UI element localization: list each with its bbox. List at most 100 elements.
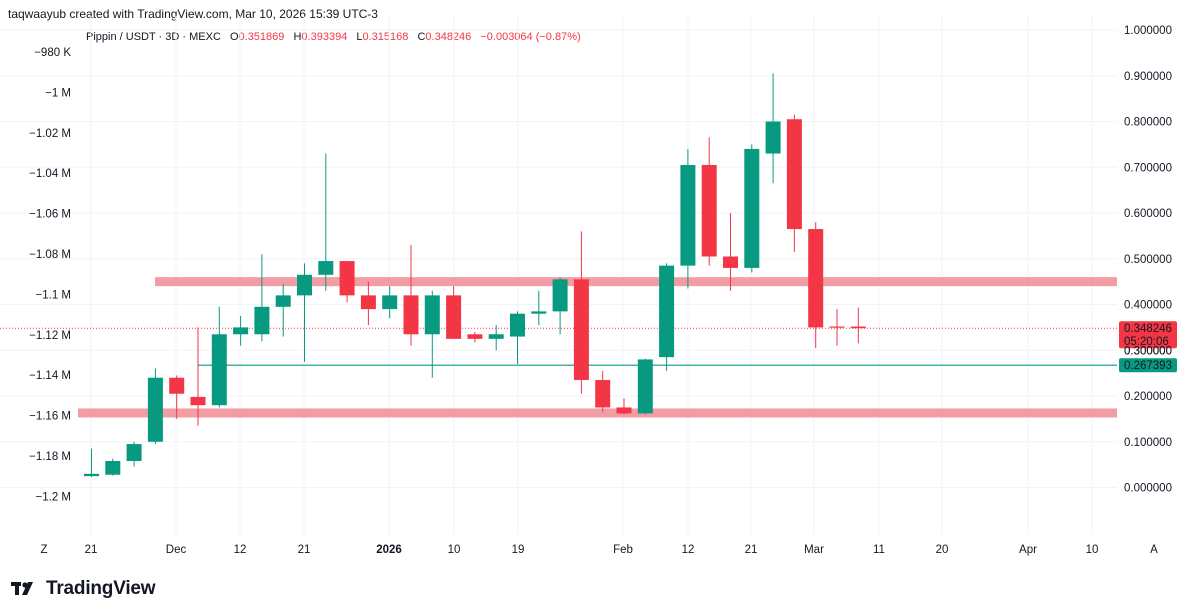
candle[interactable] [424, 290, 440, 378]
candle-body[interactable] [446, 295, 462, 339]
candle[interactable] [126, 441, 142, 467]
candle[interactable] [637, 358, 653, 415]
candle-body[interactable] [829, 326, 845, 328]
left-axis-tick: −1.12 M [29, 330, 71, 342]
candle[interactable] [786, 114, 802, 252]
candle-body[interactable] [105, 461, 121, 475]
candle[interactable] [488, 325, 504, 351]
candle-body[interactable] [233, 327, 249, 335]
x-axis[interactable]: Z 21 Dec 12 21 2026 10 19 Feb 12 21 Mar 11 20 Apr 10 A [40, 544, 1158, 556]
candle[interactable] [680, 148, 696, 289]
candle-body[interactable] [467, 334, 483, 339]
candle-body[interactable] [595, 380, 611, 408]
candle-body[interactable] [297, 274, 312, 296]
candles[interactable] [84, 73, 866, 478]
candle-body[interactable] [744, 148, 760, 268]
candle[interactable] [318, 153, 334, 291]
close-label: C [417, 31, 426, 43]
candle-body[interactable] [169, 377, 185, 394]
high-value: 0.393394 [301, 31, 348, 43]
candle-body[interactable] [552, 279, 568, 312]
candle-body[interactable] [680, 164, 696, 266]
candle[interactable] [744, 144, 760, 273]
candle[interactable] [147, 368, 163, 445]
candle[interactable] [84, 448, 99, 478]
candle-body[interactable] [573, 279, 589, 381]
candle[interactable] [595, 370, 611, 413]
symbol-legend: Pippin / USDT · 3D · MEXC O0.351869 H0.3… [86, 31, 581, 43]
candle-body[interactable] [786, 119, 802, 230]
countdown-timer: 05:20:06 [1124, 336, 1169, 348]
candle-body[interactable] [531, 311, 547, 314]
timezone-button[interactable]: Z [40, 544, 47, 556]
candle-body[interactable] [211, 334, 227, 406]
right-axis-tick: 0.300000 [1124, 345, 1172, 357]
candle[interactable] [403, 245, 419, 346]
candle[interactable] [659, 263, 675, 371]
candle-body[interactable] [360, 295, 376, 310]
tradingview-logo[interactable]: TradingView [10, 576, 156, 602]
candle[interactable] [573, 231, 589, 394]
candle[interactable] [616, 398, 632, 415]
candle[interactable] [829, 309, 845, 346]
candle[interactable] [467, 331, 483, 343]
candle[interactable] [360, 281, 376, 326]
x-axis-tick: 21 [745, 544, 758, 556]
x-axis-tick: 10 [448, 544, 461, 556]
candle-body[interactable] [403, 295, 419, 335]
candle-body[interactable] [147, 377, 163, 442]
candle[interactable] [552, 277, 568, 335]
candle-body[interactable] [616, 407, 632, 414]
candle[interactable] [850, 307, 866, 344]
candle[interactable] [339, 261, 355, 303]
right-axis-tick: 0.500000 [1124, 254, 1172, 266]
candle-body[interactable] [808, 229, 824, 328]
low-value: 0.315168 [362, 31, 409, 43]
candle[interactable] [211, 306, 227, 408]
support-price-value: 0.267393 [1124, 360, 1172, 372]
right-axis-tick: 0.800000 [1124, 117, 1172, 129]
candle-body[interactable] [254, 306, 270, 335]
x-axis-tick: Dec [166, 544, 187, 556]
candle-body[interactable] [659, 265, 675, 358]
candle-body[interactable] [510, 313, 525, 337]
candle[interactable] [297, 263, 312, 362]
candle[interactable] [254, 254, 270, 342]
candle-body[interactable] [850, 326, 866, 329]
candle[interactable] [382, 286, 398, 319]
candle[interactable] [190, 327, 206, 426]
candle-body[interactable] [637, 359, 653, 414]
candle-body[interactable] [275, 295, 291, 307]
symbol-name[interactable]: Pippin / USDT · 3D · MEXC [86, 31, 221, 43]
right-axis[interactable]: 1.000000 0.900000 0.800000 0.700000 0.600000… [1124, 25, 1172, 495]
candle[interactable] [808, 222, 824, 348]
candle-body[interactable] [701, 164, 717, 257]
candle-body[interactable] [765, 121, 781, 154]
candle[interactable] [701, 137, 717, 266]
candle-body[interactable] [424, 295, 440, 335]
candle-body[interactable] [84, 473, 99, 477]
auto-scale-button[interactable]: A [1150, 544, 1158, 556]
candle-body[interactable] [382, 295, 398, 310]
candle[interactable] [169, 375, 185, 419]
candle-body[interactable] [723, 256, 738, 268]
candle[interactable] [446, 286, 462, 339]
candle[interactable] [233, 315, 249, 346]
grid [0, 16, 1117, 535]
candle-body[interactable] [318, 261, 334, 275]
candle[interactable] [275, 283, 291, 337]
candle[interactable] [723, 213, 738, 291]
candle-body[interactable] [126, 444, 142, 462]
right-axis-tick-overlap: 0.300000 [1124, 345, 1172, 357]
candle-body[interactable] [488, 334, 504, 339]
right-axis-tick: 0.000000 [1124, 483, 1172, 495]
candle[interactable] [531, 290, 547, 326]
candle[interactable] [510, 311, 525, 365]
candle[interactable] [105, 458, 121, 476]
candle-body[interactable] [339, 261, 355, 296]
x-axis-tick: Apr [1019, 544, 1037, 556]
candle-body[interactable] [190, 396, 206, 406]
candle[interactable] [765, 73, 781, 184]
